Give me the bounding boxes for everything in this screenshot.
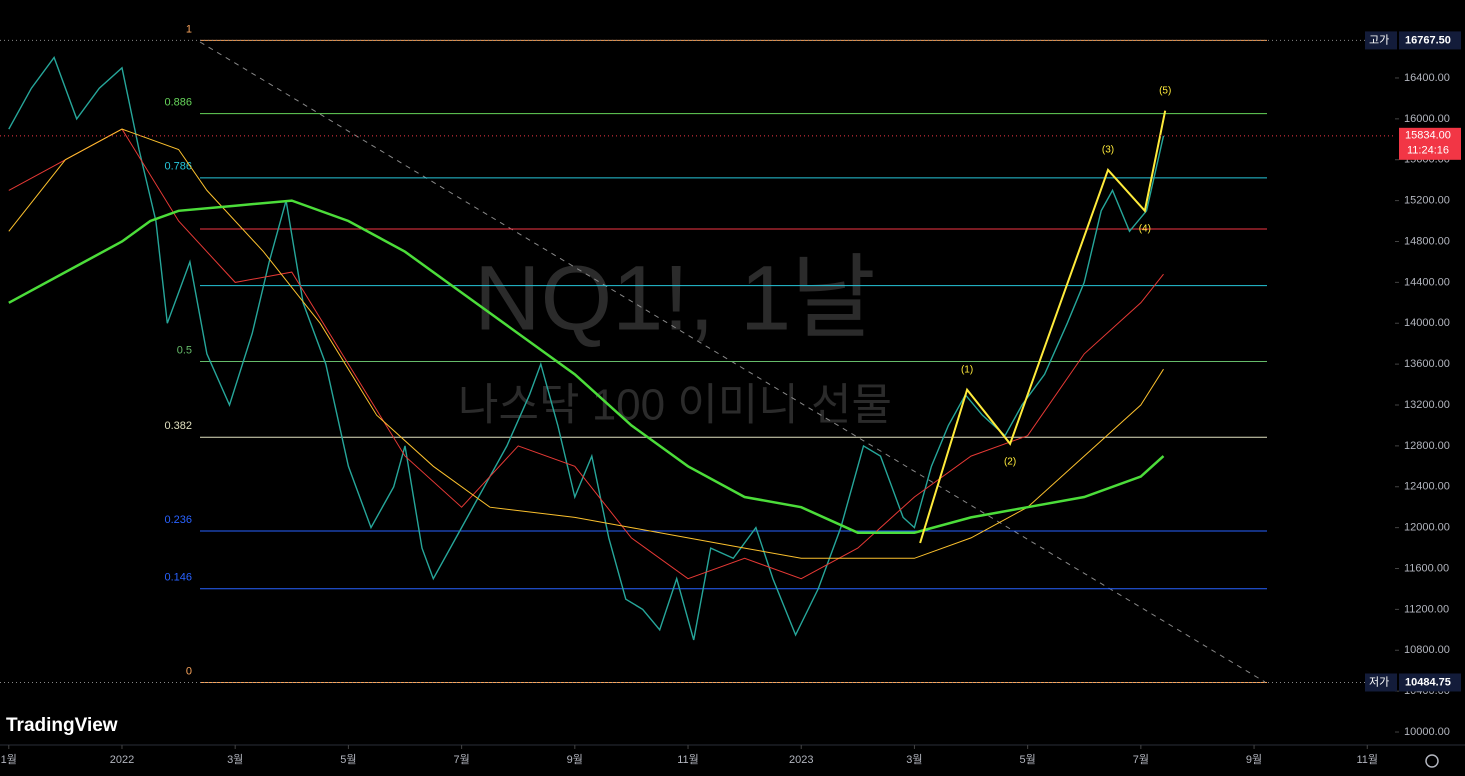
trend-line bbox=[199, 41, 1266, 683]
fib-label: 0 bbox=[186, 665, 192, 677]
wave-label: (5) bbox=[1159, 85, 1171, 96]
wave-label: (3) bbox=[1102, 145, 1114, 156]
fib-label: 0.786 bbox=[164, 161, 192, 173]
price-line bbox=[8, 199, 1165, 534]
watermark-desc: 나스닥 100 이미니 선물 bbox=[458, 381, 892, 430]
x-tick-label: 3월 bbox=[227, 753, 243, 766]
last-price: 15834.00 bbox=[1405, 130, 1451, 142]
x-tick-label: 5월 bbox=[340, 753, 356, 766]
low-label-bg bbox=[1399, 673, 1461, 692]
low-tag-bg bbox=[1365, 673, 1397, 692]
y-tick-label: 12400.00 bbox=[1404, 481, 1450, 493]
y-tick-label: 14400.00 bbox=[1404, 276, 1450, 288]
x-tick-label: 7월 bbox=[453, 753, 469, 766]
high-tag-bg bbox=[1365, 31, 1397, 50]
watermark-symbol: NQ1!, 1날 bbox=[474, 247, 876, 349]
y-tick-label: 13600.00 bbox=[1404, 358, 1450, 370]
elliott-wave bbox=[919, 110, 1167, 544]
low-tag: 저가 bbox=[1369, 675, 1389, 688]
x-tick-label: 1월 bbox=[1, 753, 17, 766]
settings-button[interactable] bbox=[1425, 754, 1439, 768]
y-tick-label: 14000.00 bbox=[1404, 317, 1450, 329]
fib-label: 1 bbox=[186, 23, 192, 35]
fib-label: 0.236 bbox=[164, 514, 192, 526]
y-tick-label: 15200.00 bbox=[1404, 195, 1450, 207]
y-tick-label: 13200.00 bbox=[1404, 399, 1450, 411]
high-label: 16767.50 bbox=[1405, 34, 1451, 46]
y-tick-label: 12000.00 bbox=[1404, 522, 1450, 534]
fib-label: 0.886 bbox=[164, 97, 192, 109]
high-label-bg bbox=[1399, 31, 1461, 50]
y-tick-label: 10000.00 bbox=[1404, 726, 1450, 738]
price-line bbox=[8, 128, 1164, 559]
y-tick-label: 16000.00 bbox=[1404, 113, 1450, 125]
wave-label: (1) bbox=[961, 364, 973, 375]
y-tick-label: 14800.00 bbox=[1404, 235, 1450, 247]
x-tick-label: 2022 bbox=[110, 754, 134, 766]
countdown: 11:24:16 bbox=[1407, 145, 1449, 157]
fib-label: 0.5 bbox=[177, 344, 192, 356]
fib-label: 0.146 bbox=[164, 572, 192, 584]
plot-area: 1 0.886 0.786 0.5 0.382 0.236 0.146 0 (1) (2) (3) (… bbox=[8, 23, 1267, 683]
wave-label: (4) bbox=[1139, 223, 1151, 234]
y-tick-label: 11200.00 bbox=[1404, 603, 1449, 615]
high-tag: 고가 bbox=[1369, 33, 1389, 46]
x-tick-label: 9월 bbox=[1246, 753, 1262, 766]
y-tick-label: 16400.00 bbox=[1404, 72, 1450, 84]
y-tick-label: 11600.00 bbox=[1404, 562, 1449, 574]
x-tick-label: 2023 bbox=[789, 754, 813, 766]
x-tick-label: 3월 bbox=[906, 753, 922, 766]
last-price-bg bbox=[1399, 127, 1461, 160]
x-tick-label: 5월 bbox=[1020, 753, 1036, 766]
x-tick-label: 11월 bbox=[1356, 753, 1378, 766]
y-tick-label: 10800.00 bbox=[1404, 644, 1450, 656]
x-tick-label: 9월 bbox=[567, 753, 583, 766]
x-tick-label: 7월 bbox=[1133, 753, 1149, 766]
price-line bbox=[8, 56, 1165, 641]
y-tick-label: 12800.00 bbox=[1404, 440, 1450, 452]
brand-logo: TradingView bbox=[6, 715, 118, 736]
x-tick-label: 11월 bbox=[677, 753, 699, 766]
wave-label: (2) bbox=[1004, 456, 1016, 467]
fib-label: 0.382 bbox=[164, 420, 192, 432]
low-label: 10484.75 bbox=[1405, 676, 1451, 688]
